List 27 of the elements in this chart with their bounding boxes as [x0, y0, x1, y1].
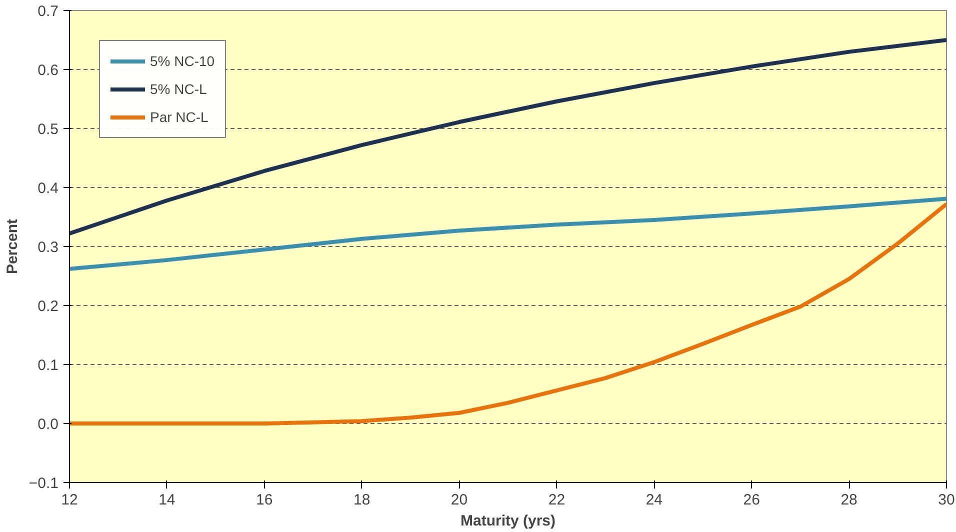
y-tick-label: 0.2 — [38, 298, 59, 315]
x-tick-label: 28 — [840, 492, 858, 508]
x-tick-label: 30 — [938, 492, 955, 508]
y-tick-label: 0.4 — [38, 180, 59, 197]
y-tick-label: 0.3 — [38, 239, 59, 256]
x-tick-label: 14 — [158, 492, 176, 508]
y-axis-title: Percent — [4, 218, 21, 274]
line-series — [70, 38, 946, 236]
legend-label: Par NC-L — [150, 109, 208, 125]
x-tick-label: 20 — [450, 492, 468, 508]
y-tick-label: 0.7 — [38, 3, 59, 20]
x-tick-label: 22 — [548, 492, 566, 508]
y-tick-label: −0.1 — [28, 475, 59, 492]
x-tick-label: 16 — [256, 492, 273, 508]
x-tick-label: 24 — [646, 492, 663, 508]
x-tick-label: 18 — [353, 492, 370, 508]
y-tick-label: 0.6 — [38, 62, 59, 79]
y-tick-label: 0.0 — [38, 416, 59, 433]
y-tick-label: 0.1 — [38, 357, 59, 374]
x-tick-label: 12 — [61, 492, 78, 508]
x-tick-label: 26 — [743, 492, 760, 508]
line-series — [70, 196, 946, 271]
legend-label: 5% NC-L — [150, 81, 207, 97]
x-axis-title: Maturity (yrs) — [460, 512, 556, 530]
line-series — [70, 202, 946, 426]
legend-label: 5% NC-10 — [150, 53, 215, 69]
y-tick-label: 0.5 — [38, 121, 59, 138]
